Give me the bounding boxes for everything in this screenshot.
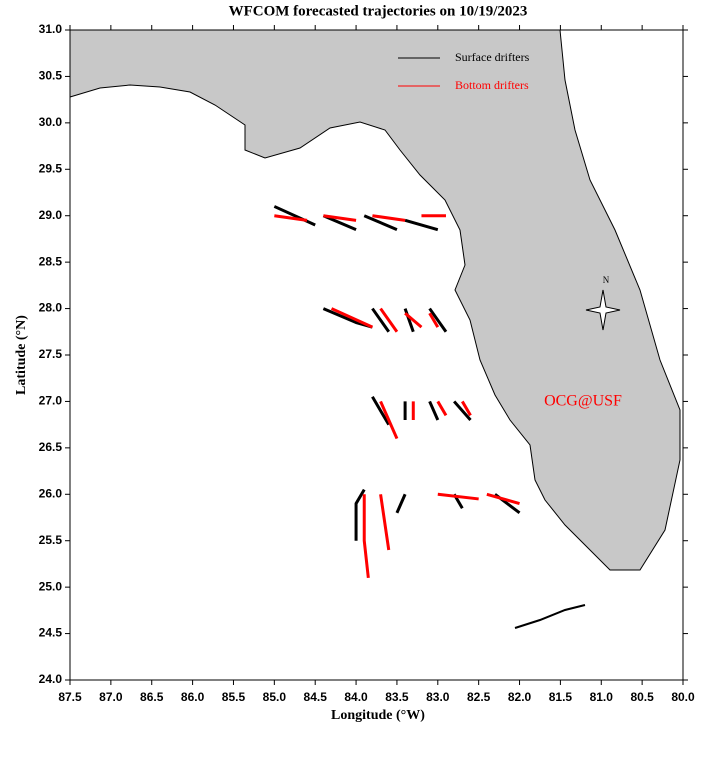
y-tick-label: 27.5	[39, 347, 63, 361]
x-tick-label: 85.5	[222, 690, 246, 704]
y-tick-label: 28.0	[39, 301, 63, 315]
x-tick-label: 83.0	[426, 690, 450, 704]
x-tick-label: 82.5	[467, 690, 491, 704]
trajectory	[273, 205, 521, 541]
x-tick-label: 82.0	[508, 690, 532, 704]
chart-title: WFCOM forecasted trajectories on 10/19/2…	[229, 3, 528, 19]
x-tick-label: 87.0	[99, 690, 123, 704]
x-tick-label: 86.0	[181, 690, 205, 704]
y-tick-label: 31.0	[39, 22, 63, 36]
trajectory	[274, 214, 520, 579]
compass-label: N	[603, 275, 610, 285]
x-tick-label: 87.5	[58, 690, 82, 704]
legend-label: Surface drifters	[455, 50, 530, 64]
y-axis-label: Latitude (°N)	[14, 315, 29, 395]
y-tick-label: 26.0	[39, 486, 63, 500]
compass: N	[585, 275, 621, 331]
x-tick-label: 80.0	[671, 690, 695, 704]
x-tick-label: 85.0	[263, 690, 287, 704]
x-tick-label: 84.5	[304, 690, 328, 704]
annotation: OCG@USF	[544, 393, 622, 410]
land	[69, 29, 681, 571]
y-tick-label: 25.5	[39, 533, 63, 547]
x-tick-label: 80.5	[630, 690, 654, 704]
x-tick-label: 81.5	[549, 690, 573, 704]
y-tick-label: 30.5	[39, 69, 63, 83]
x-tick-label: 84.0	[344, 690, 368, 704]
legend-label: Bottom drifters	[455, 78, 529, 92]
y-tick-label: 24.0	[39, 672, 63, 686]
x-tick-label: 81.0	[590, 690, 614, 704]
y-tick-label: 27.0	[39, 394, 63, 408]
x-tick-label: 83.5	[385, 690, 409, 704]
y-tick-label: 29.5	[39, 161, 63, 175]
y-tick-label: 25.0	[39, 579, 63, 593]
y-tick-label: 26.5	[39, 440, 63, 454]
y-tick-label: 28.5	[39, 254, 63, 268]
keys	[514, 604, 586, 629]
y-tick-label: 30.0	[39, 115, 63, 129]
x-tick-label: 86.5	[140, 690, 164, 704]
x-axis-label: Longitude (°W)	[331, 708, 425, 723]
y-tick-label: 29.0	[39, 208, 63, 222]
y-tick-label: 24.5	[39, 626, 63, 640]
